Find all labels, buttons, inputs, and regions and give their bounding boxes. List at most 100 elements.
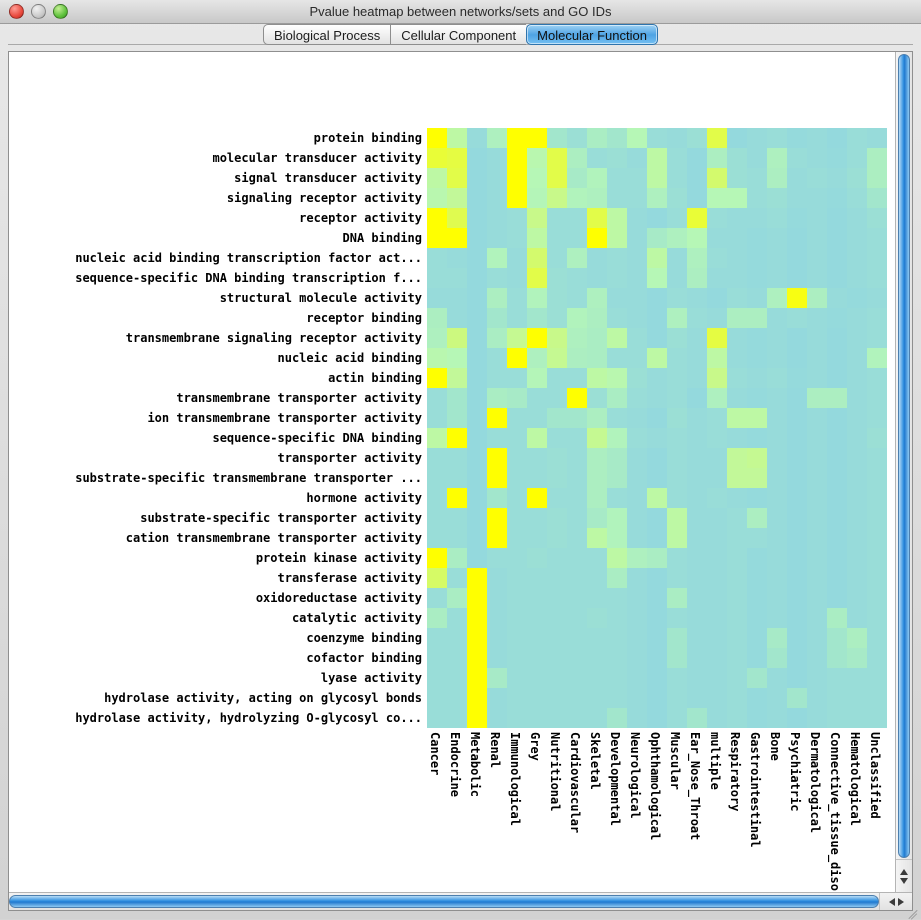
heatmap-cell[interactable] (727, 508, 747, 528)
heatmap-cell[interactable] (427, 448, 447, 468)
heatmap-cell[interactable] (467, 428, 487, 448)
heatmap-cell[interactable] (747, 468, 767, 488)
heatmap-cell[interactable] (787, 228, 807, 248)
heatmap-cell[interactable] (547, 228, 567, 248)
heatmap-cell[interactable] (607, 168, 627, 188)
heatmap-cell[interactable] (427, 468, 447, 488)
heatmap-cell[interactable] (707, 628, 727, 648)
heatmap-cell[interactable] (467, 408, 487, 428)
heatmap-cell[interactable] (587, 328, 607, 348)
heatmap-cell[interactable] (567, 528, 587, 548)
heatmap-cell[interactable] (547, 488, 567, 508)
heatmap-cell[interactable] (547, 168, 567, 188)
heatmap-cell[interactable] (487, 148, 507, 168)
heatmap-cell[interactable] (527, 568, 547, 588)
heatmap-cell[interactable] (547, 708, 567, 728)
heatmap-cell[interactable] (467, 488, 487, 508)
heatmap-cell[interactable] (827, 648, 847, 668)
heatmap-cell[interactable] (447, 408, 467, 428)
heatmap-cell[interactable] (827, 548, 847, 568)
heatmap-cell[interactable] (787, 548, 807, 568)
heatmap-cell[interactable] (487, 188, 507, 208)
heatmap-cell[interactable] (647, 488, 667, 508)
heatmap-cell[interactable] (867, 508, 887, 528)
heatmap-cell[interactable] (767, 568, 787, 588)
heatmap-cell[interactable] (707, 388, 727, 408)
heatmap-cell[interactable] (527, 328, 547, 348)
heatmap-cell[interactable] (787, 528, 807, 548)
heatmap-cell[interactable] (607, 668, 627, 688)
heatmap-cell[interactable] (847, 308, 867, 328)
heatmap-cell[interactable] (727, 548, 747, 568)
heatmap-cell[interactable] (787, 648, 807, 668)
heatmap-cell[interactable] (427, 588, 447, 608)
heatmap-cell[interactable] (607, 148, 627, 168)
heatmap-cell[interactable] (827, 428, 847, 448)
heatmap-cell[interactable] (527, 668, 547, 688)
heatmap-cell[interactable] (547, 248, 567, 268)
heatmap-cell[interactable] (687, 388, 707, 408)
heatmap-cell[interactable] (627, 468, 647, 488)
heatmap-cell[interactable] (467, 328, 487, 348)
horizontal-scroll-arrows[interactable] (879, 893, 912, 910)
heatmap-cell[interactable] (687, 348, 707, 368)
heatmap-cell[interactable] (827, 188, 847, 208)
heatmap-cell[interactable] (747, 628, 767, 648)
heatmap-cell[interactable] (647, 588, 667, 608)
heatmap-cell[interactable] (447, 548, 467, 568)
heatmap-cell[interactable] (507, 288, 527, 308)
heatmap-cell[interactable] (707, 228, 727, 248)
heatmap-cell[interactable] (847, 368, 867, 388)
heatmap-cell[interactable] (427, 548, 447, 568)
heatmap-cell[interactable] (747, 508, 767, 528)
heatmap-cell[interactable] (867, 308, 887, 328)
heatmap-cell[interactable] (867, 368, 887, 388)
heatmap-cell[interactable] (687, 508, 707, 528)
heatmap-cell[interactable] (647, 608, 667, 628)
heatmap-cell[interactable] (727, 388, 747, 408)
heatmap-cell[interactable] (627, 668, 647, 688)
heatmap-cell[interactable] (667, 368, 687, 388)
heatmap-cell[interactable] (787, 188, 807, 208)
heatmap-cell[interactable] (767, 648, 787, 668)
heatmap-cell[interactable] (667, 408, 687, 428)
heatmap-cell[interactable] (767, 588, 787, 608)
heatmap-cell[interactable] (567, 588, 587, 608)
heatmap-cell[interactable] (867, 188, 887, 208)
heatmap-cell[interactable] (467, 368, 487, 388)
heatmap-cell[interactable] (747, 228, 767, 248)
heatmap-cell[interactable] (727, 268, 747, 288)
heatmap-cell[interactable] (747, 168, 767, 188)
heatmap-cell[interactable] (567, 388, 587, 408)
heatmap-cell[interactable] (707, 288, 727, 308)
heatmap-cell[interactable] (807, 168, 827, 188)
heatmap-cell[interactable] (527, 428, 547, 448)
heatmap-cell[interactable] (487, 568, 507, 588)
heatmap-cell[interactable] (627, 628, 647, 648)
heatmap-cell[interactable] (427, 168, 447, 188)
heatmap-cell[interactable] (527, 528, 547, 548)
heatmap-cell[interactable] (847, 168, 867, 188)
heatmap-cell[interactable] (567, 668, 587, 688)
heatmap-cell[interactable] (607, 428, 627, 448)
heatmap-cell[interactable] (607, 708, 627, 728)
heatmap-cell[interactable] (667, 148, 687, 168)
heatmap-cell[interactable] (867, 128, 887, 148)
heatmap-cell[interactable] (707, 548, 727, 568)
heatmap-cell[interactable] (667, 548, 687, 568)
heatmap-cell[interactable] (727, 468, 747, 488)
heatmap-cell[interactable] (567, 268, 587, 288)
heatmap-cell[interactable] (767, 428, 787, 448)
heatmap-cell[interactable] (567, 468, 587, 488)
heatmap-cell[interactable] (427, 268, 447, 288)
heatmap-cell[interactable] (587, 168, 607, 188)
heatmap-cell[interactable] (527, 188, 547, 208)
heatmap-cell[interactable] (507, 548, 527, 568)
heatmap-cell[interactable] (847, 588, 867, 608)
heatmap-cell[interactable] (847, 488, 867, 508)
heatmap-cell[interactable] (647, 268, 667, 288)
heatmap-cell[interactable] (647, 148, 667, 168)
heatmap-cell[interactable] (867, 168, 887, 188)
heatmap-cell[interactable] (807, 408, 827, 428)
heatmap-cell[interactable] (507, 688, 527, 708)
